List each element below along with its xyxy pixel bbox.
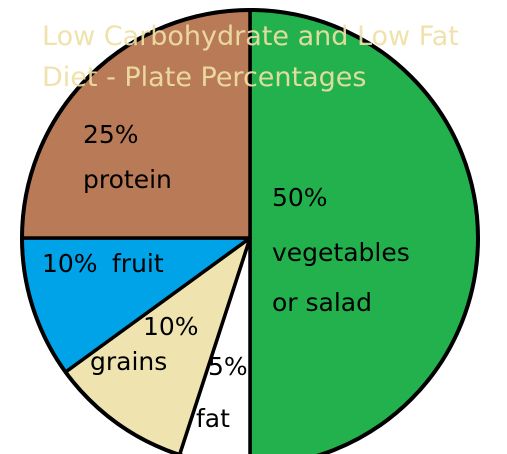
category-label: fat <box>196 404 230 433</box>
chart-title: Low Carbohydrate and Low Fat Diet - Plat… <box>42 21 459 93</box>
category-label: vegetables or salad <box>272 238 410 317</box>
pie-slice <box>177 236 252 454</box>
value-label: 50% <box>272 183 328 212</box>
category-label: fruit <box>112 249 164 278</box>
value-label: 10% <box>143 312 199 341</box>
category-label: protein <box>83 165 172 194</box>
value-label: 10% <box>42 249 98 278</box>
pie-outline <box>20 8 480 454</box>
category-label: grains <box>90 347 168 376</box>
value-label: 25% <box>83 120 139 149</box>
value-label: 5% <box>208 352 248 381</box>
